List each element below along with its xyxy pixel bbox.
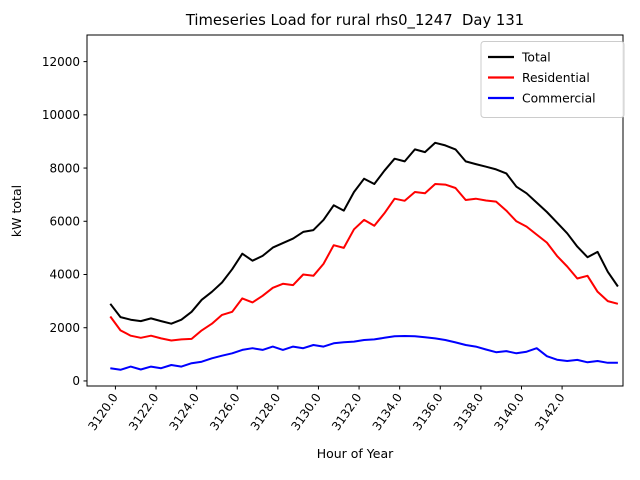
x-axis-label: Hour of Year (317, 446, 394, 461)
y-tick-label: 10000 (42, 108, 80, 122)
x-tick-label: 3136.0 (410, 391, 446, 433)
series-line-residential (109, 183, 619, 342)
x-tick-label: 3132.0 (329, 391, 365, 433)
y-tick-label: 8000 (49, 161, 80, 175)
series-line-total (109, 141, 619, 325)
y-tick-label: 12000 (42, 55, 80, 69)
x-tick-label: 3142.0 (532, 391, 568, 433)
legend-box (480, 41, 625, 118)
chart-title: Timeseries Load for rural rhs0_1247 Day … (185, 12, 524, 29)
axes-spines (86, 34, 624, 387)
x-tick-label: 3126.0 (207, 391, 243, 433)
y-tick-label: 6000 (49, 214, 80, 228)
x-tick-label: 3124.0 (167, 391, 203, 433)
legend-label-commercial: Commercial (522, 91, 596, 105)
x-tick-label: 3134.0 (370, 391, 406, 433)
x-tick-label: 3120.0 (85, 391, 121, 433)
y-axis-label: kW total (9, 185, 24, 237)
legend: Total Residential Commercial (480, 41, 625, 118)
x-tick-label: 3140.0 (491, 391, 527, 433)
x-tick-label: 3128.0 (248, 391, 284, 433)
y-tick-label: 2000 (49, 321, 80, 335)
series-line-commercial (110, 335, 618, 371)
legend-label-residential: Residential (522, 71, 590, 85)
y-tick-label: 4000 (49, 268, 80, 282)
x-tick-label: 3138.0 (451, 391, 487, 433)
x-tick-label: 3130.0 (288, 391, 324, 433)
x-tick-label: 3122.0 (126, 391, 162, 433)
y-tick-label: 0 (72, 374, 80, 388)
legend-label-total: Total (521, 50, 551, 64)
